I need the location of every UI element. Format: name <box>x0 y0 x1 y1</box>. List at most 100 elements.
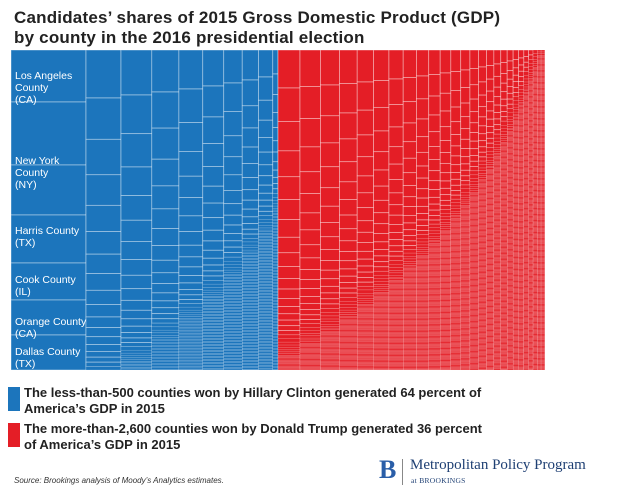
county-cell-trump <box>540 214 545 217</box>
county-cell-trump <box>537 224 542 227</box>
county-cell-trump <box>523 205 529 207</box>
county-cell-trump <box>428 365 441 368</box>
county-cell-trump <box>478 298 487 300</box>
county-cell-trump <box>518 107 524 110</box>
county-cell-trump <box>500 358 508 360</box>
county-cell-trump <box>469 224 479 227</box>
county-cell-trump <box>416 151 430 167</box>
county-cell-trump <box>500 230 508 232</box>
county-cell-trump <box>460 316 471 319</box>
county-cell-clinton <box>178 331 203 334</box>
county-cell-trump <box>440 233 451 236</box>
county-cell-trump <box>357 311 374 314</box>
county-cell-trump <box>320 345 340 347</box>
county-cell-trump <box>532 238 538 241</box>
county-cell-trump <box>532 302 538 305</box>
county-cell-trump <box>403 317 417 320</box>
county-cell-trump <box>416 333 429 335</box>
county-cell-clinton <box>258 263 273 266</box>
county-cell-trump <box>532 292 538 295</box>
county-cell-clinton <box>242 312 259 314</box>
county-cell-trump <box>388 316 404 318</box>
county-cell-trump <box>523 157 529 159</box>
county-cell-trump <box>478 250 487 252</box>
county-cell-trump <box>532 112 538 115</box>
county-cell-trump <box>403 353 417 356</box>
county-cell-trump <box>540 133 545 135</box>
county-cell-trump <box>537 313 542 315</box>
county-cell-trump <box>537 278 542 281</box>
county-cell-trump <box>469 230 479 233</box>
county-cell-trump <box>478 345 487 347</box>
county-cell-trump <box>357 328 374 331</box>
county-cell-trump <box>493 247 501 249</box>
county-cell-trump <box>537 147 542 150</box>
county-cell-clinton <box>258 137 274 153</box>
county-cell-trump <box>416 308 429 310</box>
county-cell-trump <box>478 232 487 234</box>
county-cell-trump <box>440 267 451 269</box>
county-cell-trump <box>416 321 429 323</box>
county-cell-trump <box>507 138 514 140</box>
county-cell-trump <box>532 200 538 203</box>
county-cell-trump <box>339 49 358 84</box>
county-cell-trump <box>528 262 534 265</box>
county-cell-trump <box>518 223 524 225</box>
county-cell-trump <box>500 196 508 198</box>
county-cell-trump <box>469 344 479 347</box>
county-cell-trump <box>486 292 495 295</box>
county-cell-clinton <box>242 363 259 365</box>
county-cell-trump <box>339 354 358 357</box>
county-cell-trump <box>528 267 534 269</box>
county-cell-clinton <box>272 277 279 280</box>
county-cell-trump <box>523 260 529 263</box>
county-cell-trump <box>523 56 529 63</box>
county-cell-trump <box>523 115 529 117</box>
county-cell-trump <box>518 290 524 292</box>
county-cell-trump <box>416 136 430 153</box>
county-cell-trump <box>493 144 501 148</box>
county-cell-trump <box>357 315 374 317</box>
county-cell-clinton <box>272 292 279 295</box>
county-cell-clinton <box>202 339 224 342</box>
county-cell-trump <box>428 308 441 310</box>
county-cell-trump <box>403 258 417 262</box>
county-cell-trump <box>299 244 321 259</box>
county-cell-clinton <box>242 346 259 349</box>
county-cell-trump <box>486 200 495 202</box>
county-cell-trump <box>416 311 429 314</box>
county-cell-trump <box>277 338 301 343</box>
county-cell-trump <box>518 125 524 128</box>
county-cell-trump <box>320 323 340 327</box>
county-cell-trump <box>440 363 451 365</box>
county-cell-trump <box>532 260 538 263</box>
county-cell-trump <box>532 266 538 269</box>
county-cell-trump <box>537 81 542 84</box>
county-cell-clinton <box>258 229 273 233</box>
county-cell-clinton <box>223 368 243 371</box>
county-label-orange: Orange County (CA) <box>15 316 87 340</box>
county-cell-trump <box>440 240 451 243</box>
county-cell-trump <box>403 311 417 314</box>
county-cell-trump <box>486 298 495 301</box>
county-cell-trump <box>469 236 479 239</box>
county-cell-trump <box>493 351 501 354</box>
county-cell-trump <box>460 361 471 363</box>
county-cell-trump <box>532 291 538 294</box>
county-cell-trump <box>440 302 451 304</box>
county-cell-trump <box>528 342 534 345</box>
county-cell-trump <box>388 364 404 366</box>
county-cell-trump <box>469 300 479 302</box>
county-cell-clinton <box>202 303 224 306</box>
county-cell-trump <box>518 242 524 244</box>
county-cell-clinton <box>258 236 273 239</box>
county-cell-trump <box>416 303 429 305</box>
county-cell-trump <box>500 311 508 314</box>
county-cell-trump <box>469 267 479 270</box>
county-cell-trump <box>512 164 519 166</box>
county-cell-trump <box>540 182 545 185</box>
county-cell-trump <box>532 162 538 164</box>
county-cell-trump <box>528 230 534 232</box>
county-cell-trump <box>540 81 545 84</box>
county-cell-trump <box>388 303 404 305</box>
